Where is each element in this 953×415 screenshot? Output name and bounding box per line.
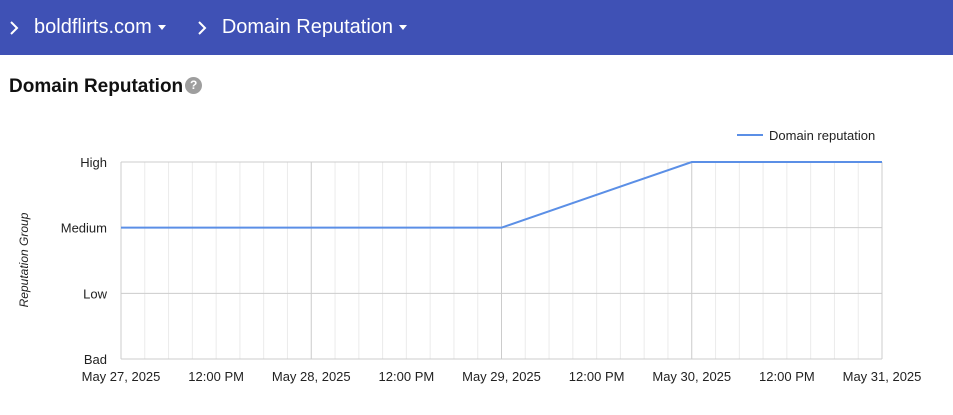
section-selector[interactable]: Domain Reputation xyxy=(221,16,408,39)
x-tick-label: May 29, 2025 xyxy=(462,369,541,384)
page-title: Domain Reputation xyxy=(9,76,184,97)
chart-legend: Domain reputation xyxy=(737,128,875,143)
y-tick-label: Low xyxy=(83,286,107,301)
help-icon[interactable]: ? xyxy=(185,76,203,94)
x-tick-label: May 30, 2025 xyxy=(652,369,731,384)
x-tick-label: 12:00 PM xyxy=(379,369,435,384)
chart-x-ticks: May 27, 2025 12:00 PM May 28, 2025 12:00 PM… xyxy=(82,369,922,384)
legend-label: Domain reputation xyxy=(769,128,875,143)
domain-selector[interactable]: boldflirts.com xyxy=(34,16,166,39)
chevron-right-icon xyxy=(197,20,207,35)
y-tick-label: Medium xyxy=(61,221,107,236)
x-tick-label: May 28, 2025 xyxy=(272,369,351,384)
chevron-right-icon xyxy=(9,20,19,35)
y-tick-label: High xyxy=(80,155,107,170)
x-tick-label: 12:00 PM xyxy=(188,369,244,384)
chart-major-grid xyxy=(120,161,883,360)
y-axis-label: Reputation Group xyxy=(17,212,31,307)
caret-down-icon xyxy=(399,25,408,30)
y-tick-label: Bad xyxy=(84,352,107,367)
x-tick-label: May 27, 2025 xyxy=(82,369,161,384)
x-tick-label: 12:00 PM xyxy=(759,369,815,384)
chart-series xyxy=(121,161,882,229)
section-selector-label: Domain Reputation xyxy=(221,16,394,38)
x-tick-label: May 31, 2025 xyxy=(843,369,922,384)
chart-minor-grid xyxy=(144,162,859,359)
caret-down-icon xyxy=(157,25,166,30)
chart-y-ticks: Bad Low Medium High xyxy=(61,155,108,367)
series-line-domain-reputation xyxy=(121,161,882,229)
x-tick-label: 12:00 PM xyxy=(569,369,625,384)
top-app-bar: boldflirts.com Domain Reputation xyxy=(0,0,953,55)
domain-selector-label: boldflirts.com xyxy=(34,16,152,38)
page-header: Domain Reputation ? xyxy=(9,76,203,98)
